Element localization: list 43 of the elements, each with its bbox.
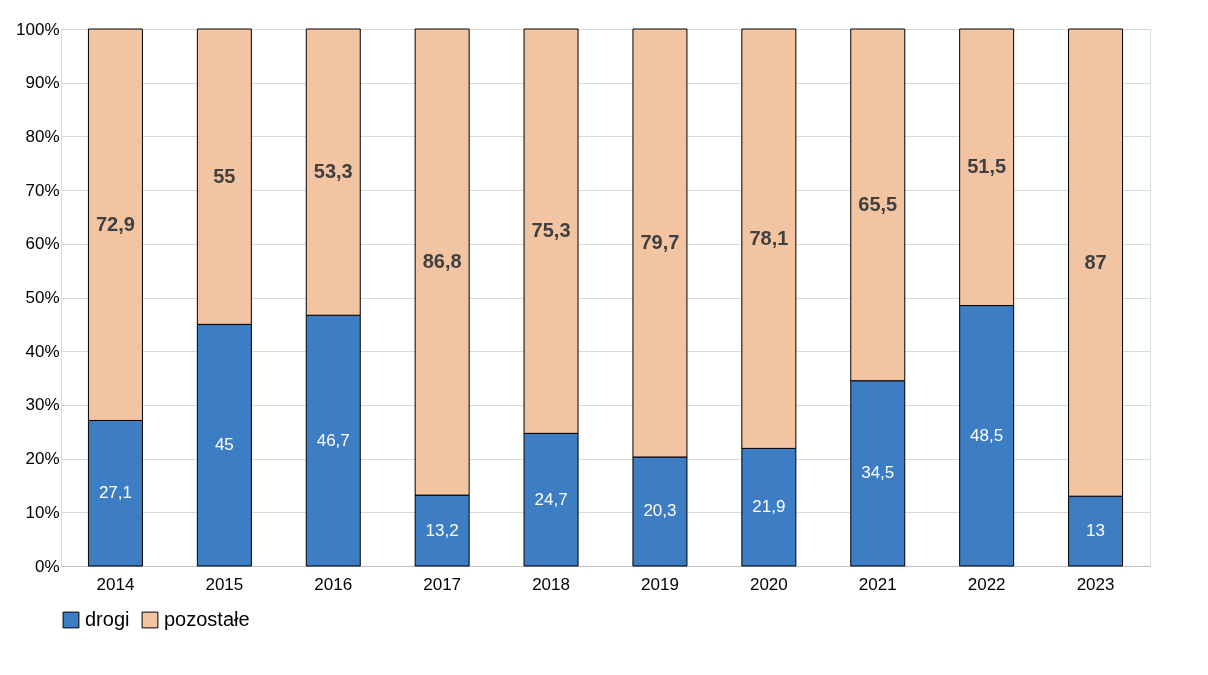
y-tick-label: 70% bbox=[25, 180, 60, 200]
data-label: 55 bbox=[213, 164, 236, 187]
data-label: 13,2 bbox=[425, 520, 459, 540]
data-label: 46,7 bbox=[316, 430, 350, 450]
data-label: 20,3 bbox=[643, 501, 677, 521]
y-tick-label: 40% bbox=[25, 341, 60, 361]
y-tick-label: 10% bbox=[25, 502, 60, 522]
data-label: 27,1 bbox=[98, 483, 132, 503]
y-tick-label: 80% bbox=[25, 126, 60, 146]
y-tick-label: 0% bbox=[34, 556, 60, 576]
x-tick-label: 2019 bbox=[641, 574, 679, 594]
data-label: 48,5 bbox=[970, 425, 1004, 445]
data-label: 51,5 bbox=[967, 155, 1007, 178]
y-tick-label: 100% bbox=[16, 19, 60, 39]
data-label: 86,8 bbox=[422, 250, 462, 273]
legend-label: drogi bbox=[85, 608, 130, 630]
data-label: 72,9 bbox=[95, 212, 135, 235]
x-tick-label: 2015 bbox=[205, 574, 244, 594]
x-tick-label: 2021 bbox=[858, 574, 897, 594]
data-label: 78,1 bbox=[749, 226, 789, 249]
legend-label: pozostałe bbox=[164, 608, 250, 630]
data-label: 87 bbox=[1084, 250, 1107, 273]
data-label: 53,3 bbox=[313, 160, 353, 183]
x-tick-label: 2020 bbox=[749, 574, 788, 594]
data-label: 75,3 bbox=[531, 219, 571, 242]
data-label: 65,5 bbox=[858, 192, 898, 215]
y-tick-label: 60% bbox=[25, 234, 60, 254]
y-tick-label: 50% bbox=[25, 288, 60, 307]
y-tick-label: 90% bbox=[25, 73, 60, 93]
y-tick-label: 30% bbox=[25, 395, 60, 415]
x-tick-label: 2022 bbox=[967, 574, 1006, 594]
data-label: 13 bbox=[1086, 521, 1106, 541]
x-tick-label: 2018 bbox=[532, 574, 570, 594]
y-tick-label: 20% bbox=[25, 449, 60, 469]
x-tick-label: 2017 bbox=[423, 574, 462, 594]
data-label: 24,7 bbox=[534, 489, 568, 509]
x-tick-label: 2014 bbox=[96, 574, 135, 594]
data-label: 34,5 bbox=[861, 463, 895, 483]
data-label: 21,9 bbox=[752, 497, 786, 517]
data-label: 79,7 bbox=[640, 230, 680, 253]
x-tick-label: 2023 bbox=[1076, 574, 1115, 594]
x-tick-label: 2016 bbox=[314, 574, 353, 594]
data-label: 45 bbox=[214, 435, 234, 455]
